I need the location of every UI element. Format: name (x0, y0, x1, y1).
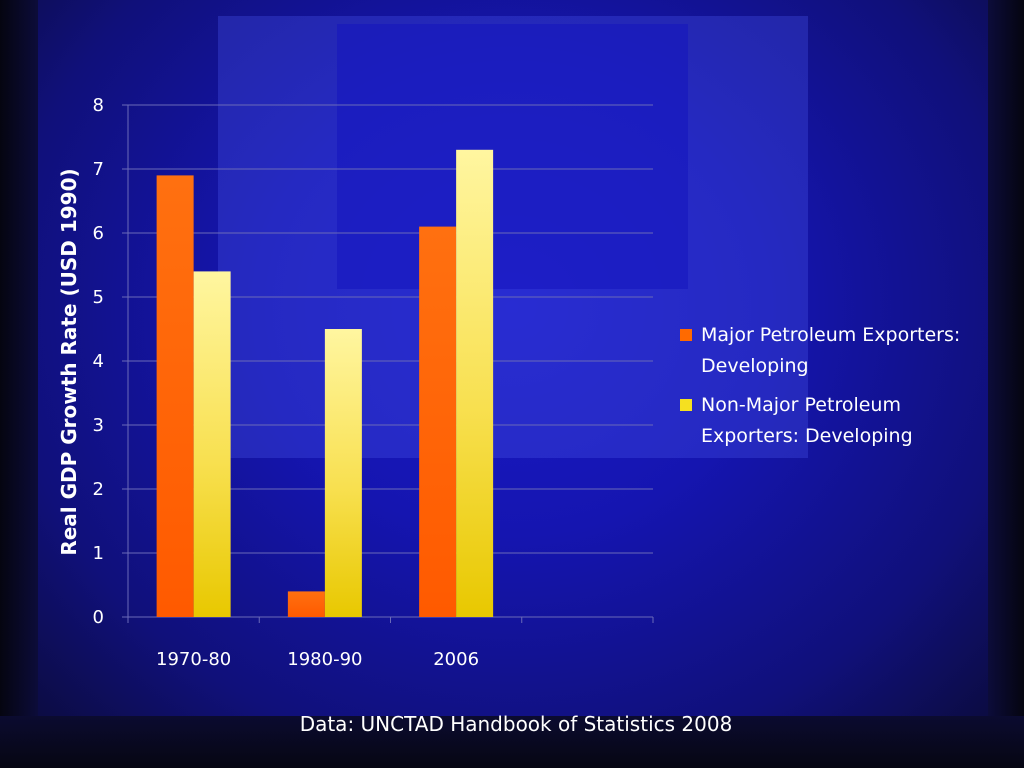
legend-swatch-orange (680, 329, 692, 341)
bar-non-major-1970-80 (193, 271, 231, 617)
bar-non-major-2006 (456, 149, 494, 618)
legend: Major Petroleum Exporters: Developing No… (680, 320, 1000, 460)
slide-border-right (988, 0, 1024, 768)
slide-border-bottom (0, 716, 1024, 768)
bars (156, 149, 494, 618)
bar-major-1970-80 (156, 175, 194, 617)
source-note: Data: UNCTAD Handbook of Statistics 2008 (299, 712, 733, 736)
y-tick-label-2: 2 (93, 479, 104, 500)
tick-labels: 0 1 2 3 4 5 6 7 8 1970-80 1980-90 2006 (93, 95, 479, 670)
y-tick-label-0: 0 (93, 607, 104, 628)
legend-swatch-yellow (680, 399, 692, 411)
y-tick-label-4: 4 (93, 351, 104, 372)
y-axis-title: Real GDP Growth Rate (USD 1990) (57, 168, 81, 555)
slide-border-left (0, 0, 38, 768)
y-tick-label-3: 3 (93, 415, 104, 436)
background-panel-inner (337, 24, 688, 289)
y-tick-label-6: 6 (93, 223, 104, 244)
bar-major-1980-90 (287, 591, 325, 617)
x-tick-label-1980-90: 1980-90 (287, 649, 362, 670)
x-tick-label-1970-80: 1970-80 (156, 649, 231, 670)
bar-major-2006 (419, 226, 457, 617)
x-tick-label-2006: 2006 (433, 649, 479, 670)
y-tick-label-7: 7 (93, 159, 104, 180)
y-tick-label-8: 8 (93, 95, 104, 116)
legend-label: Non-Major Petroleum Exporters: Developin… (701, 394, 913, 447)
y-tick-label-5: 5 (93, 287, 104, 308)
legend-label: Major Petroleum Exporters: Developing (701, 324, 961, 377)
legend-item-non-major-exporters: Non-Major Petroleum Exporters: Developin… (680, 390, 1000, 452)
y-tick-label-1: 1 (93, 543, 104, 564)
bar-non-major-1980-90 (324, 329, 362, 617)
legend-item-major-exporters: Major Petroleum Exporters: Developing (680, 320, 1000, 382)
